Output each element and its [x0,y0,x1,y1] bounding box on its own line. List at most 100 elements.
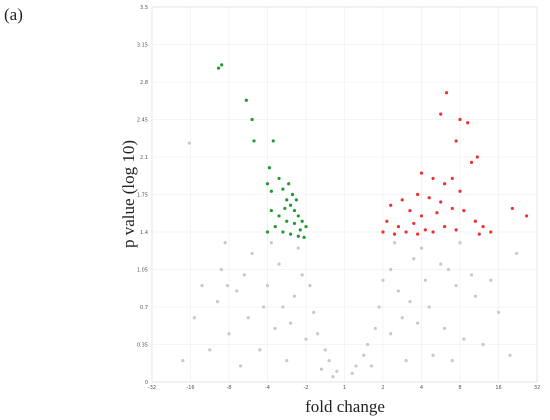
point [514,251,519,256]
point [381,278,385,282]
point [285,198,289,202]
point [238,364,243,368]
point [181,358,185,363]
point [454,228,458,232]
point [258,348,262,352]
y-tick-label: 0.35 [137,343,148,349]
point [377,305,381,309]
point [419,246,424,250]
point [283,206,287,211]
point [400,198,404,202]
point [525,214,529,218]
point [281,187,285,191]
point [458,117,462,122]
point [396,289,400,293]
x-tick-label: 16 [495,385,501,391]
point [373,326,377,331]
point [294,198,298,202]
point [443,182,447,186]
point [392,232,397,236]
point [454,283,458,288]
point [423,278,427,282]
y-axis-label: p value (log 10) [119,140,138,248]
point [312,310,316,314]
x-tick-label: 8 [458,385,461,391]
point [439,200,443,204]
point [481,225,485,229]
point [192,316,196,320]
point [292,208,297,213]
point [404,358,408,363]
point [327,358,331,363]
point [296,214,300,218]
point [323,348,327,352]
point [466,121,470,125]
point [265,182,270,186]
point [469,273,474,277]
x-tick-label: -2 [304,385,309,391]
point [208,348,212,352]
point [277,214,281,218]
y-tick-label: 1.4 [140,230,148,236]
point [389,332,393,336]
y-tick-label: 2.1 [140,155,148,161]
point [362,353,366,357]
y-tick-label: 2.8 [140,80,148,86]
point [246,316,250,320]
point [389,267,393,272]
point [416,192,420,197]
point [408,208,412,213]
point [369,364,374,368]
point [277,262,281,266]
point [477,232,481,236]
point [289,321,293,325]
point [431,176,435,181]
point [290,192,295,197]
point [331,375,335,379]
y-tick-label: 0 [145,380,148,386]
point [269,189,273,193]
point [215,300,220,304]
point [435,211,439,215]
point [292,294,297,298]
point [446,267,451,272]
y-tick-label: 0.7 [140,305,148,311]
point [296,234,300,238]
point [396,225,400,229]
point [439,112,443,116]
point [443,326,447,331]
point [302,235,306,239]
x-tick-label: 4 [420,385,423,391]
point [416,321,420,325]
point [412,221,416,226]
point [304,225,308,229]
y-tick-label: 1.75 [137,193,148,199]
point [252,139,256,143]
point [510,206,514,211]
point [469,160,474,164]
point [269,208,273,213]
point [354,364,358,368]
x-axis-label: fold change [305,397,385,416]
point [412,257,416,261]
point [439,262,443,266]
point [265,283,270,288]
point [381,230,385,234]
point [450,176,454,181]
y-tick-label: 3.15 [137,43,148,49]
point [227,332,231,336]
x-tick-label: -8 [227,385,232,391]
point [475,155,479,159]
point [250,117,254,122]
point [400,316,404,320]
y-tick-label: 2.45 [137,118,148,124]
point [285,358,289,363]
x-tick-label: -4 [265,385,270,391]
point [292,221,297,226]
point [454,139,458,143]
point [223,241,227,245]
point [287,182,291,186]
point [419,214,424,218]
